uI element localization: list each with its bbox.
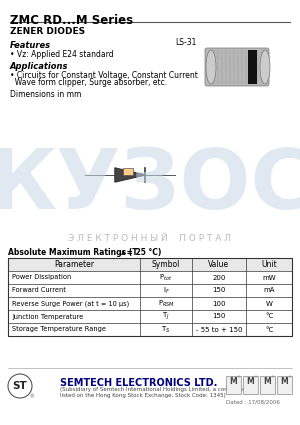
Bar <box>243 376 258 394</box>
Bar <box>260 376 275 394</box>
Bar <box>8 258 292 336</box>
Text: mW: mW <box>262 275 276 280</box>
Text: Parameter: Parameter <box>54 260 94 269</box>
Text: ®: ® <box>287 375 291 379</box>
Text: 150: 150 <box>212 287 226 294</box>
Text: T$_{J}$: T$_{J}$ <box>162 311 170 322</box>
Text: P$_{tot}$: P$_{tot}$ <box>159 272 172 283</box>
Text: °C: °C <box>265 326 273 332</box>
Text: T$_{S}$: T$_{S}$ <box>161 324 171 334</box>
Ellipse shape <box>206 50 216 84</box>
Text: Wave form clipper, Surge absorber, etc.: Wave form clipper, Surge absorber, etc. <box>10 78 167 87</box>
Text: Junction Temperature: Junction Temperature <box>12 314 83 320</box>
Text: ZMC RD...M Series: ZMC RD...M Series <box>10 14 133 27</box>
Text: Storage Temperature Range: Storage Temperature Range <box>12 326 106 332</box>
Text: ST: ST <box>13 381 27 391</box>
Text: ®: ® <box>253 375 257 379</box>
Text: (Subsidiary of Semtech International Holdings Limited, a company: (Subsidiary of Semtech International Hol… <box>60 387 244 392</box>
Text: • Vz: Applied E24 standard: • Vz: Applied E24 standard <box>10 50 114 59</box>
Text: Dated : 17/08/2006: Dated : 17/08/2006 <box>226 400 280 405</box>
Text: Unit: Unit <box>261 260 277 269</box>
Text: Symbol: Symbol <box>152 260 180 269</box>
Text: A: A <box>121 251 125 256</box>
Text: Absolute Maximum Ratings (T: Absolute Maximum Ratings (T <box>8 248 138 257</box>
Text: • Circuits for Constant Voltage, Constant Current: • Circuits for Constant Voltage, Constan… <box>10 71 198 80</box>
Text: ®: ® <box>236 375 240 379</box>
Text: mA: mA <box>263 287 275 294</box>
Ellipse shape <box>260 50 270 84</box>
Text: P$_{RSM}$: P$_{RSM}$ <box>158 298 174 309</box>
Polygon shape <box>115 168 145 182</box>
Text: 200: 200 <box>212 275 226 280</box>
Text: M: M <box>264 377 272 386</box>
Text: Power Dissipation: Power Dissipation <box>12 275 71 280</box>
Text: = 25 °C): = 25 °C) <box>124 248 161 257</box>
Text: Dimensions in mm: Dimensions in mm <box>10 90 81 99</box>
Text: Forward Current: Forward Current <box>12 287 66 294</box>
Bar <box>8 258 292 271</box>
Text: SEMTECH ELECTRONICS LTD.: SEMTECH ELECTRONICS LTD. <box>60 378 217 388</box>
Text: Reverse Surge Power (at t = 10 μs): Reverse Surge Power (at t = 10 μs) <box>12 300 129 307</box>
Text: listed on the Hong Kong Stock Exchange, Stock Code: 1345): listed on the Hong Kong Stock Exchange, … <box>60 393 226 398</box>
Text: 150: 150 <box>212 314 226 320</box>
Bar <box>248 50 257 84</box>
Text: M: M <box>247 377 254 386</box>
Text: I$_{F}$: I$_{F}$ <box>163 286 170 296</box>
Bar <box>277 376 292 394</box>
Text: °C: °C <box>265 314 273 320</box>
Bar <box>123 168 133 175</box>
Text: M: M <box>280 377 288 386</box>
Text: Applications: Applications <box>10 62 68 71</box>
Text: Value: Value <box>208 260 230 269</box>
Text: LS-31: LS-31 <box>175 38 196 47</box>
Text: Features: Features <box>10 41 51 50</box>
Text: - 55 to + 150: - 55 to + 150 <box>196 326 242 332</box>
FancyBboxPatch shape <box>205 48 269 86</box>
Text: ®: ® <box>270 375 274 379</box>
Text: ZENER DIODES: ZENER DIODES <box>10 27 85 36</box>
Text: ®: ® <box>30 394 34 400</box>
Text: W: W <box>266 300 272 306</box>
Text: M: M <box>230 377 237 386</box>
Text: КУЗОС: КУЗОС <box>0 144 300 226</box>
Text: 100: 100 <box>212 300 226 306</box>
Bar <box>226 376 241 394</box>
Text: Э Л Е К Т Р О Н Н Ы Й    П О Р Т А Л: Э Л Е К Т Р О Н Н Ы Й П О Р Т А Л <box>68 233 232 243</box>
